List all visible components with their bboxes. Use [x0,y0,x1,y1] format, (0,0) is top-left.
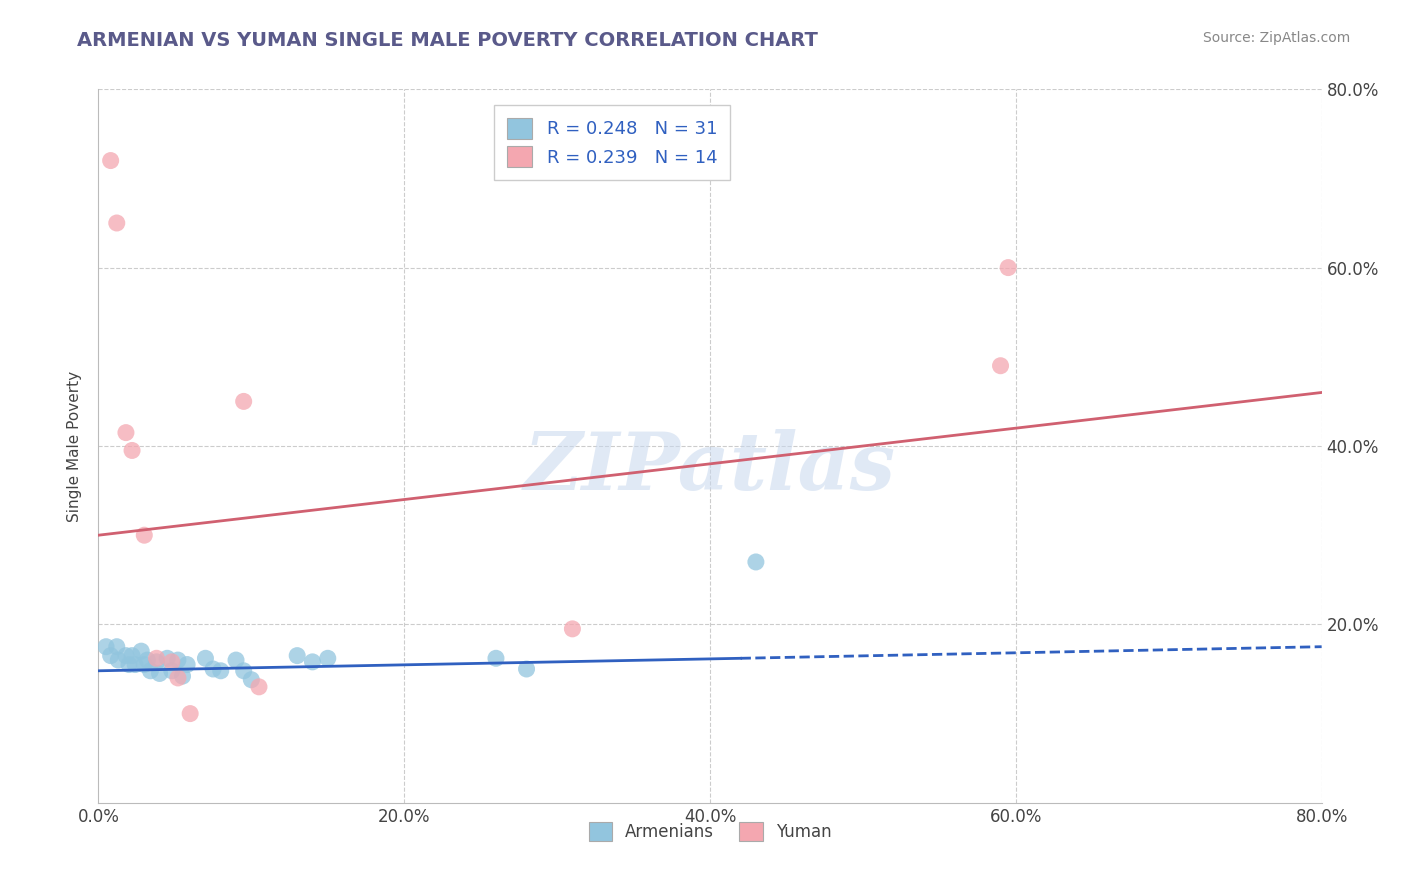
Point [172,669,194,683]
Point [105,216,128,230]
Point [107,653,129,667]
Point [209,664,232,678]
Point [745,555,768,569]
Point [100,648,122,663]
Point [301,655,323,669]
Point [145,651,167,665]
Point [316,651,339,665]
Point [240,673,263,687]
Point [160,655,183,669]
Point [136,653,159,667]
Point [160,664,183,678]
Point [167,671,190,685]
Text: Source: ZipAtlas.com: Source: ZipAtlas.com [1202,31,1350,45]
Point [225,653,247,667]
Point [232,664,254,678]
Point [121,648,143,663]
Point [990,359,1012,373]
Point [285,648,308,663]
Point [105,640,128,654]
Point [232,394,254,409]
Point [194,651,217,665]
Point [94,640,117,654]
Point [118,657,141,672]
Point [202,662,225,676]
Text: ARMENIAN VS YUMAN SINGLE MALE POVERTY CORRELATION CHART: ARMENIAN VS YUMAN SINGLE MALE POVERTY CO… [77,31,818,50]
Point [247,680,270,694]
Point [561,622,583,636]
Point [167,653,190,667]
Point [100,153,122,168]
Text: ZIPatlas: ZIPatlas [524,429,896,506]
Point [115,648,138,663]
Point [139,664,162,678]
Point [516,662,538,676]
Y-axis label: Single Male Poverty: Single Male Poverty [67,370,83,522]
Point [485,651,508,665]
Point [179,706,201,721]
Point [115,425,138,440]
Point [124,657,146,672]
Point [134,528,156,542]
Point [145,655,167,669]
Point [156,651,179,665]
Point [149,666,172,681]
Point [176,657,198,672]
Point [121,443,143,458]
Legend: Armenians, Yuman: Armenians, Yuman [582,815,838,848]
Point [129,644,152,658]
Point [134,657,156,672]
Point [997,260,1019,275]
